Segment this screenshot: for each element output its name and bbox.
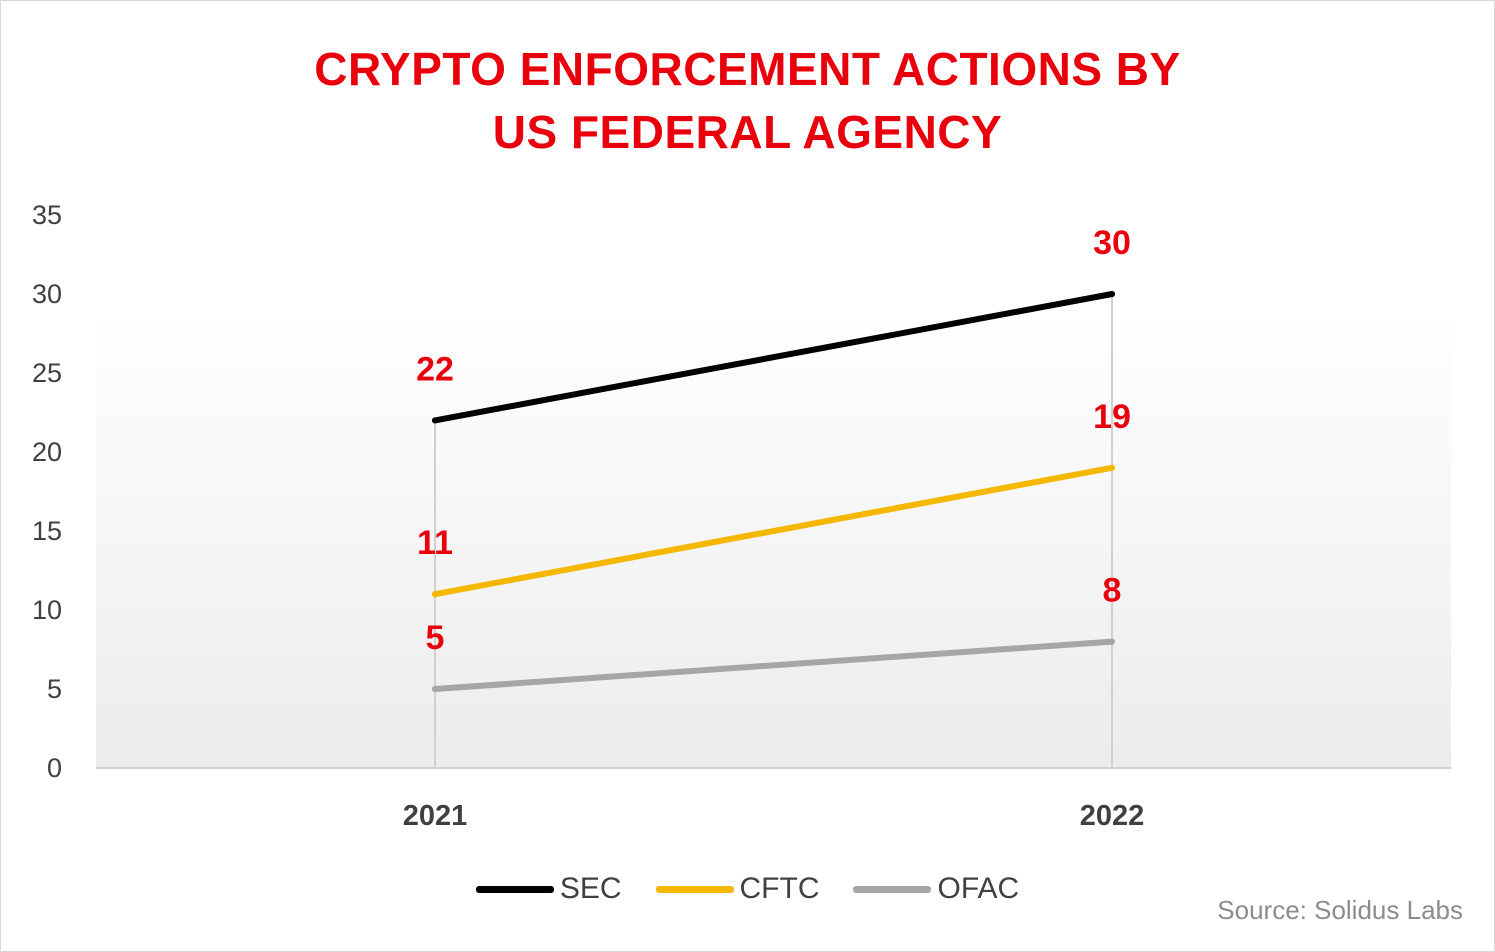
- legend-label-ofac: OFAC: [937, 872, 1020, 905]
- data-label-cftc-2021: 11: [417, 524, 453, 562]
- y-tick-label: 0: [47, 753, 62, 783]
- data-point-cftc-2022: [1109, 464, 1115, 471]
- data-label-sec-2022: 30: [1093, 224, 1131, 262]
- data-point-ofac-2021: [432, 686, 438, 692]
- legend-swatch-sec: [475, 885, 554, 893]
- chart-title-line-2: US FEDERAL AGENCY: [492, 106, 1003, 158]
- legend-item-ofac: OFAC: [853, 872, 1019, 906]
- legend-item-cftc: CFTC: [655, 872, 820, 906]
- legend-swatch-cftc: [655, 885, 734, 893]
- chart-title-line-1: CRYPTO ENFORCEMENT ACTIONS BY: [314, 43, 1181, 95]
- data-label-ofac-2022: 8: [1103, 572, 1122, 610]
- y-tick-label: 35: [32, 200, 62, 230]
- x-tick-label-2021: 2021: [403, 800, 468, 832]
- y-tick-label: 25: [32, 358, 62, 388]
- data-label-cftc-2022: 19: [1093, 398, 1131, 436]
- y-tick-label: 30: [32, 279, 62, 309]
- data-point-ofac-2022: [1109, 638, 1115, 645]
- data-point-sec-2022: [1109, 291, 1115, 297]
- y-tick-label: 15: [32, 516, 62, 546]
- series-line-cftc: [432, 464, 1115, 598]
- y-tick-label: 10: [32, 595, 62, 625]
- data-label-sec-2021: 22: [416, 350, 454, 388]
- x-tick-label-2022: 2022: [1080, 800, 1145, 832]
- data-point-sec-2021: [432, 417, 438, 424]
- legend-label-sec: SEC: [559, 872, 622, 905]
- legend: SEC CFTC OFAC: [0, 872, 1495, 906]
- plot-area-background: [96, 312, 1451, 768]
- data-label-ofac-2021: 5: [426, 619, 445, 657]
- data-point-cftc-2021: [432, 591, 438, 598]
- legend-item-sec: SEC: [475, 872, 622, 906]
- series-line-ofac: [432, 638, 1115, 692]
- y-tick-label: 20: [32, 437, 62, 467]
- series-line-sec: [432, 291, 1115, 424]
- chart-title: CRYPTO ENFORCEMENT ACTIONS BY US FEDERAL…: [0, 38, 1495, 164]
- legend-label-cftc: CFTC: [739, 872, 820, 905]
- legend-swatch-ofac: [853, 885, 932, 893]
- y-tick-label: 5: [47, 674, 62, 704]
- source-note: Source: Solidus Labs: [1217, 895, 1463, 925]
